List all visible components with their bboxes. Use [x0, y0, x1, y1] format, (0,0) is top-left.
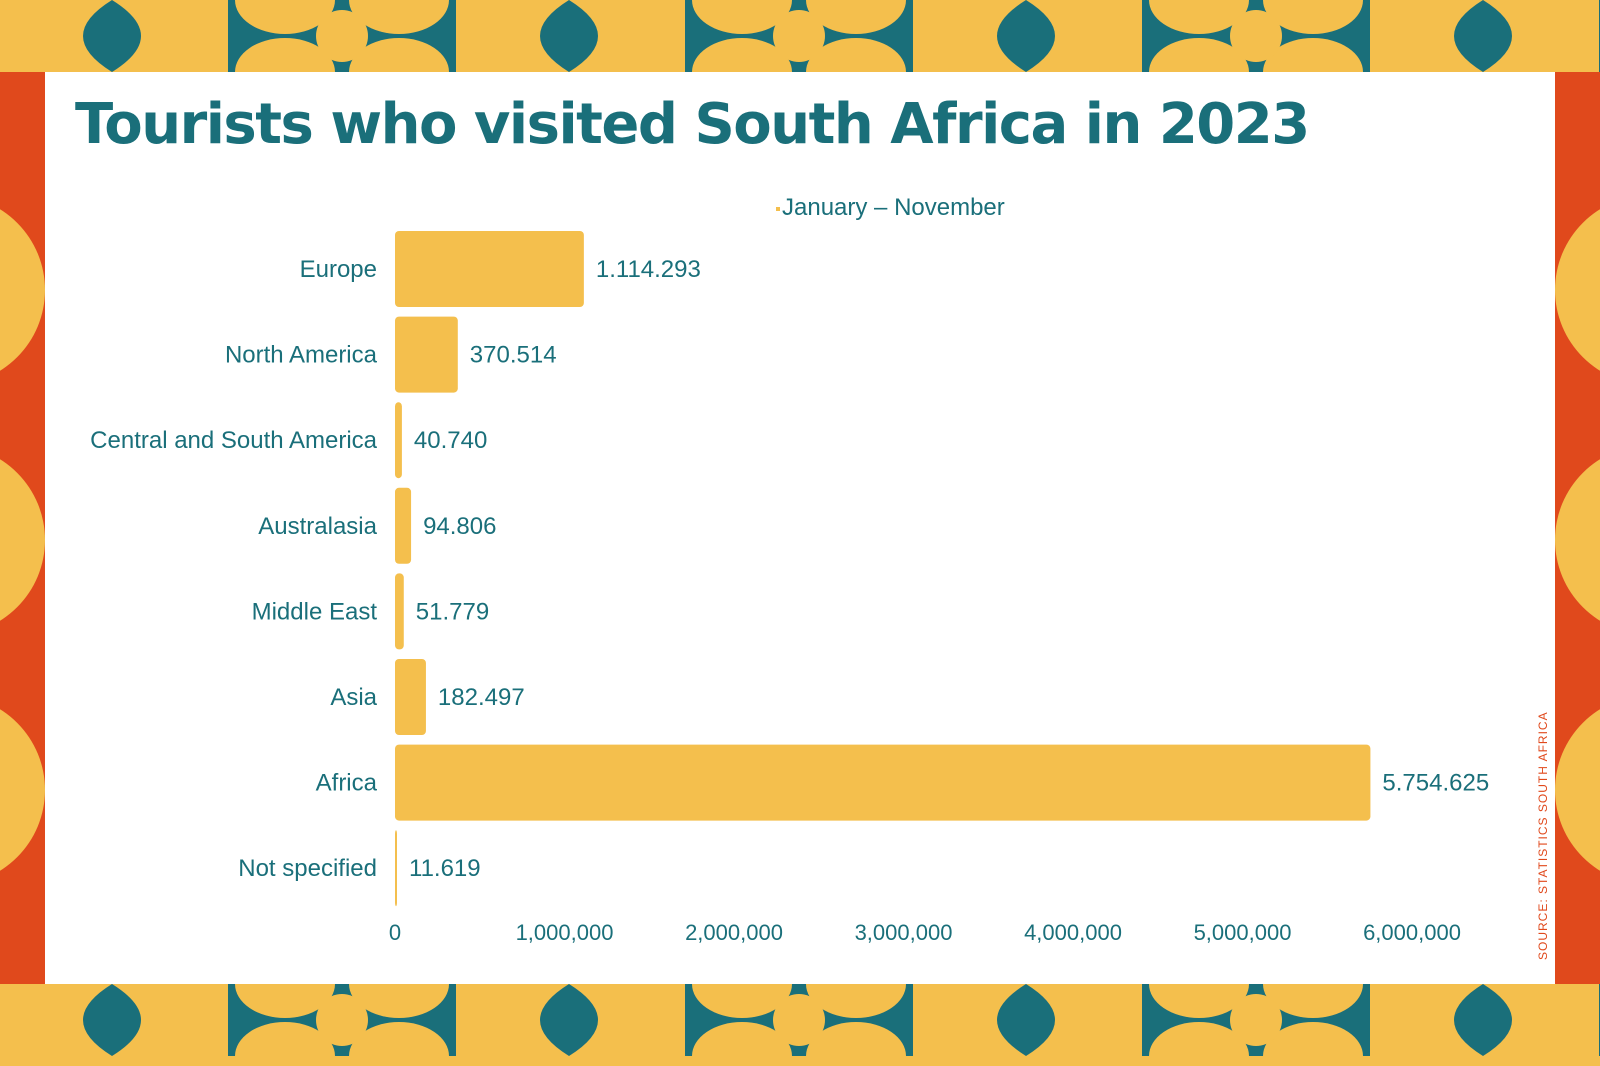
data-label: 94.806: [423, 513, 496, 540]
pattern-petal: [316, 10, 368, 62]
x-axis-tick-label: 1,000,000: [516, 920, 614, 945]
bar: [395, 487, 412, 564]
pattern-petal: [1230, 10, 1282, 62]
data-label: 182.497: [438, 684, 525, 711]
pattern-bottom: [83, 950, 1600, 1066]
pattern-lens: [83, 0, 141, 72]
side-border-right: [1555, 72, 1600, 984]
x-axis-tick-label: 2,000,000: [685, 920, 783, 945]
pattern-petal: [349, 1022, 449, 1066]
x-axis-tick-label: 0: [389, 920, 401, 945]
pattern-petal: [1263, 0, 1363, 34]
pattern-petal: [1263, 1022, 1363, 1066]
y-axis-labels: Europe North America Central and South Ame…: [90, 256, 377, 882]
pattern-petal: [235, 1022, 335, 1066]
bar: [395, 830, 397, 907]
legend-swatch: [776, 206, 780, 211]
chart-title: Tourists who visited South Africa in 202…: [75, 92, 1310, 157]
x-axis-tick-label: 4,000,000: [1024, 920, 1122, 945]
pattern-lens: [540, 0, 598, 72]
y-axis-label: North America: [225, 342, 378, 369]
data-label: 5.754.625: [1382, 770, 1489, 797]
x-axis-tick-label: 5,000,000: [1194, 920, 1292, 945]
pattern-petal: [1149, 0, 1249, 34]
pattern-petal: [349, 0, 449, 34]
pattern-petal: [692, 1022, 792, 1066]
bar: [395, 402, 402, 479]
pattern-petal: [773, 994, 825, 1046]
pattern-petal: [1230, 994, 1282, 1046]
x-axis-tick-label: 3,000,000: [855, 920, 953, 945]
pattern-petal: [806, 0, 906, 34]
y-axis-label: Europe: [300, 256, 377, 283]
side-border-left: [0, 72, 45, 984]
y-axis-label: Australasia: [258, 513, 377, 540]
bar: [395, 659, 426, 735]
data-label: 1.114.293: [596, 256, 701, 283]
chart-card: [45, 72, 1555, 984]
bars: [395, 231, 1371, 907]
x-axis-tick-labels: 0 1,000,000 2,000,000 3,000,000 4,000,000 5,0…: [389, 920, 1461, 945]
pattern-lens: [83, 984, 141, 1056]
pattern-petal: [316, 994, 368, 1046]
bar: [395, 231, 584, 307]
bar: [395, 744, 1371, 821]
pattern-petal: [806, 1022, 906, 1066]
y-axis-label: Asia: [330, 684, 377, 711]
legend: January – November: [776, 194, 1005, 222]
data-labels: 1.114.293 370.514 40.740 94.806 51.779 182.49…: [409, 256, 1489, 882]
pattern-lens: [1454, 0, 1512, 72]
data-label: 370.514: [470, 342, 557, 369]
source-note: SOURCE: STATISTICS SOUTH AFRICA: [1536, 711, 1550, 960]
bar: [395, 316, 458, 393]
pattern-petal: [1149, 1022, 1249, 1066]
pattern-petal: [773, 10, 825, 62]
data-label: 11.619: [409, 855, 481, 882]
data-label: 40.740: [414, 427, 487, 454]
pattern-petal: [235, 0, 335, 34]
data-label: 51.779: [416, 598, 489, 625]
y-axis-label: Central and South America: [90, 427, 377, 454]
pattern-lens: [540, 984, 598, 1056]
y-axis-label: Middle East: [252, 598, 378, 625]
bar: [395, 573, 404, 650]
pattern-lens: [997, 0, 1055, 72]
x-axis-tick-label: 6,000,000: [1363, 920, 1461, 945]
legend-label: January – November: [782, 194, 1005, 221]
y-axis-label: Africa: [316, 770, 378, 797]
pattern-lens: [997, 984, 1055, 1056]
y-axis-label: Not specified: [238, 855, 377, 882]
pattern-lens: [1454, 984, 1512, 1056]
pattern-petal: [692, 0, 792, 34]
